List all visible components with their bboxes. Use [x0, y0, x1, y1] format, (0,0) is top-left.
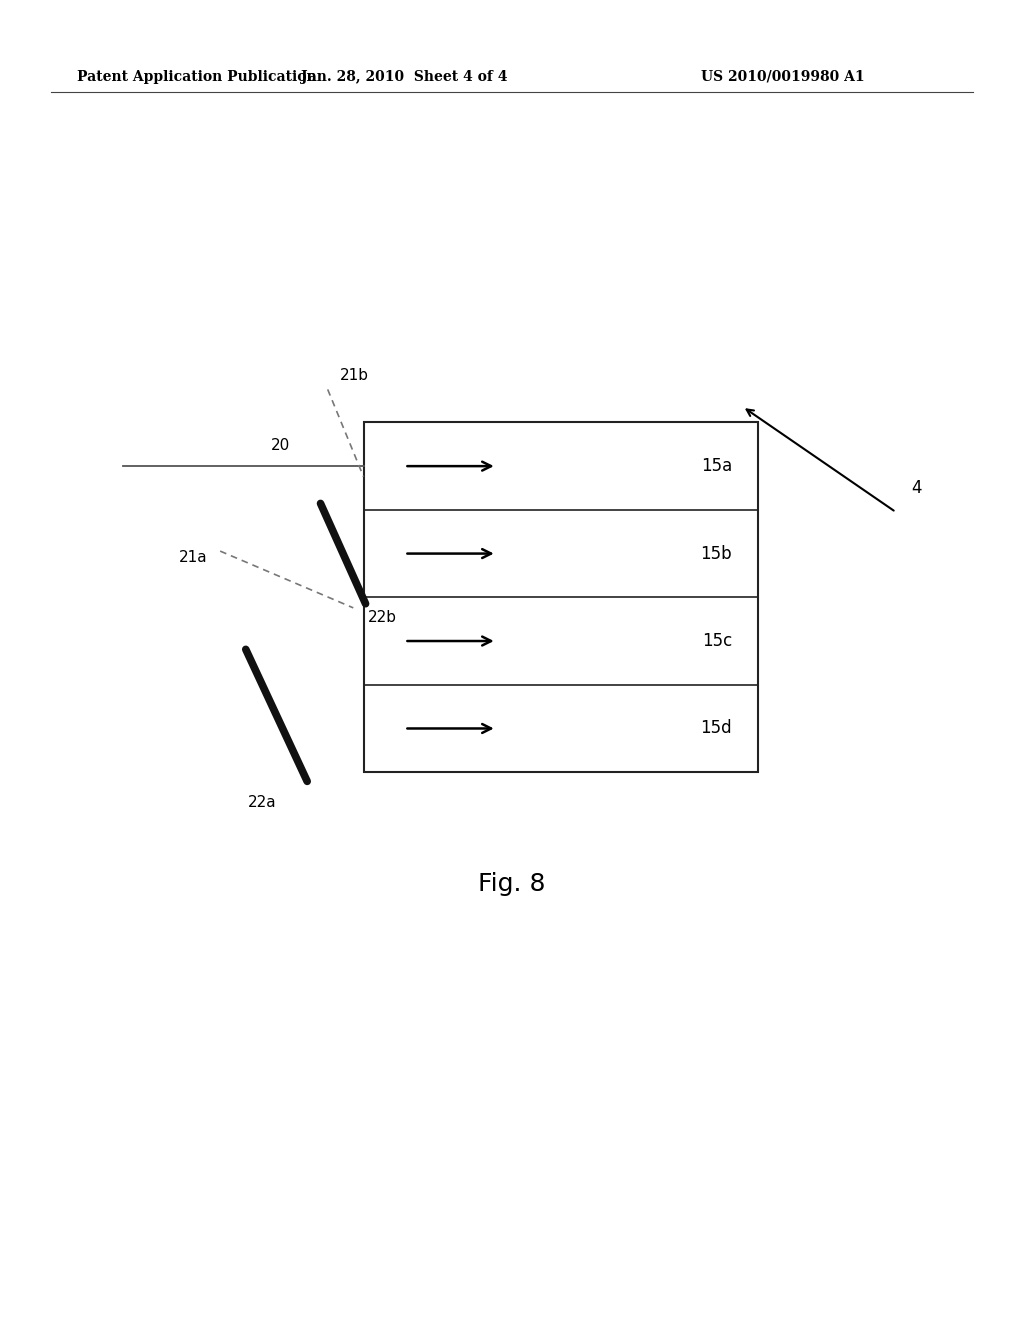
Text: 15c: 15c [701, 632, 732, 649]
Bar [364, 422, 758, 772]
Text: 4: 4 [911, 479, 922, 498]
Text: Jan. 28, 2010  Sheet 4 of 4: Jan. 28, 2010 Sheet 4 of 4 [301, 70, 508, 83]
Text: 15b: 15b [700, 545, 732, 562]
Text: 21a: 21a [179, 550, 208, 565]
Text: 20: 20 [271, 438, 291, 453]
Text: 15d: 15d [700, 719, 732, 738]
Text: 22a: 22a [248, 795, 276, 809]
Text: Patent Application Publication: Patent Application Publication [77, 70, 316, 83]
Text: 21b: 21b [340, 368, 369, 383]
Text: 22b: 22b [368, 610, 396, 626]
Text: Fig. 8: Fig. 8 [478, 873, 546, 896]
Text: US 2010/0019980 A1: US 2010/0019980 A1 [701, 70, 865, 83]
Text: 15a: 15a [700, 457, 732, 475]
